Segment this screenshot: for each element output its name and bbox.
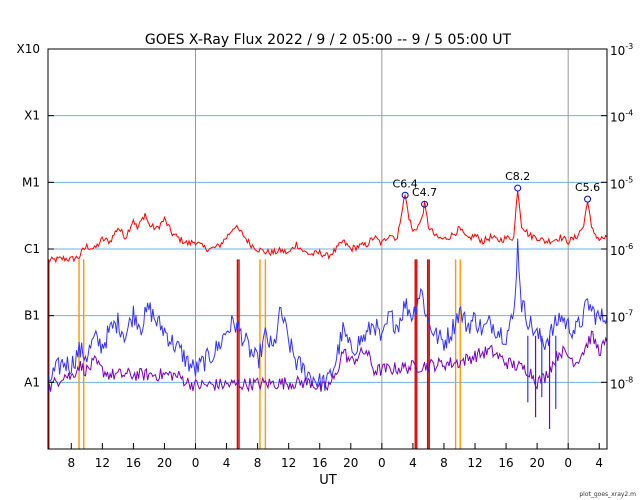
right-tick-label-1: 10-7 (610, 309, 633, 325)
left-tick-label-5: X10 (17, 42, 41, 56)
left-tick-label-0: A1 (24, 375, 40, 389)
x-tick-label-1: 12 (95, 456, 110, 470)
x-tick-label-10: 0 (378, 456, 386, 470)
flare-marker-1 (421, 200, 429, 208)
x-tick-label-2: 16 (126, 456, 141, 470)
x-tick-label-5: 4 (223, 456, 231, 470)
x-tick-label-14: 16 (498, 456, 513, 470)
right-tick-label-5: 10-3 (610, 42, 633, 58)
flare-marker-2 (514, 184, 522, 192)
right-tick-base: 10 (610, 44, 625, 58)
flare-marker-3 (584, 195, 592, 203)
left-axis-labels: A1 B1 C1 M1 X1 X10 (17, 42, 54, 389)
series-line-short (47, 238, 608, 392)
left-tick-label-2: C1 (24, 242, 40, 256)
flare-label-2: C8.2 (505, 170, 530, 183)
right-tick-exponent: -7 (625, 309, 633, 318)
flare-label-3: C5.6 (575, 181, 600, 194)
chart-title: GOES X-Ray Flux 2022 / 9 / 2 05:00 -- 9 … (145, 32, 512, 48)
x-tick-label-13: 12 (467, 456, 482, 470)
right-tick-exponent: -4 (625, 109, 633, 118)
flare-annotations: C6.4C4.7 C8.2 C5.6 (393, 170, 600, 208)
flare-label-0: C6.4 (393, 177, 418, 190)
right-tick-label-4: 10-4 (610, 109, 633, 125)
x-tick-label-8: 16 (312, 456, 327, 470)
x-tick-label-12: 8 (440, 456, 448, 470)
right-tick-exponent: -5 (625, 175, 633, 184)
right-tick-exponent: -3 (625, 42, 633, 51)
x-tick-label-15: 20 (529, 456, 544, 470)
right-tick-base: 10 (610, 377, 625, 391)
left-tick-label-1: B1 (24, 309, 40, 323)
right-tick-base: 10 (610, 111, 625, 125)
flux-series (47, 190, 608, 429)
right-tick-label-3: 10-5 (610, 175, 633, 191)
left-tick-label-3: M1 (22, 175, 40, 189)
right-tick-label-2: 10-6 (610, 242, 633, 258)
flare-label-1: C4.7 (412, 186, 437, 199)
x-tick-label-0: 8 (67, 456, 75, 470)
x-axis-ticks: 8 12 16 20 0 4 8 12 16 20 0 4 8 12 16 20 0 4 (67, 443, 603, 470)
right-tick-base: 10 (610, 177, 625, 191)
x-axis-label: UT (319, 473, 337, 488)
right-tick-exponent: -8 (625, 375, 633, 384)
left-tick-label-4: X1 (24, 109, 40, 123)
right-axis-labels: 10-810-710-610-510-410-3 (601, 42, 633, 391)
right-tick-label-0: 10-8 (610, 375, 633, 391)
x-tick-label-3: 20 (157, 456, 172, 470)
x-tick-label-7: 12 (281, 456, 296, 470)
flare-marker-0 (401, 191, 409, 199)
x-tick-label-9: 20 (343, 456, 358, 470)
credit-label: plot_goes_xray2.m (579, 491, 636, 498)
data-gap-markers (48, 259, 461, 449)
x-tick-label-17: 4 (595, 456, 603, 470)
series-line-long (47, 190, 608, 264)
x-tick-label-6: 8 (254, 456, 262, 470)
series-line-short-alt (47, 330, 608, 396)
right-tick-exponent: -6 (625, 242, 633, 251)
x-tick-label-11: 4 (409, 456, 417, 470)
right-tick-base: 10 (610, 311, 625, 325)
x-tick-label-16: 0 (564, 456, 572, 470)
x-tick-label-4: 0 (192, 456, 200, 470)
right-tick-base: 10 (610, 244, 625, 258)
